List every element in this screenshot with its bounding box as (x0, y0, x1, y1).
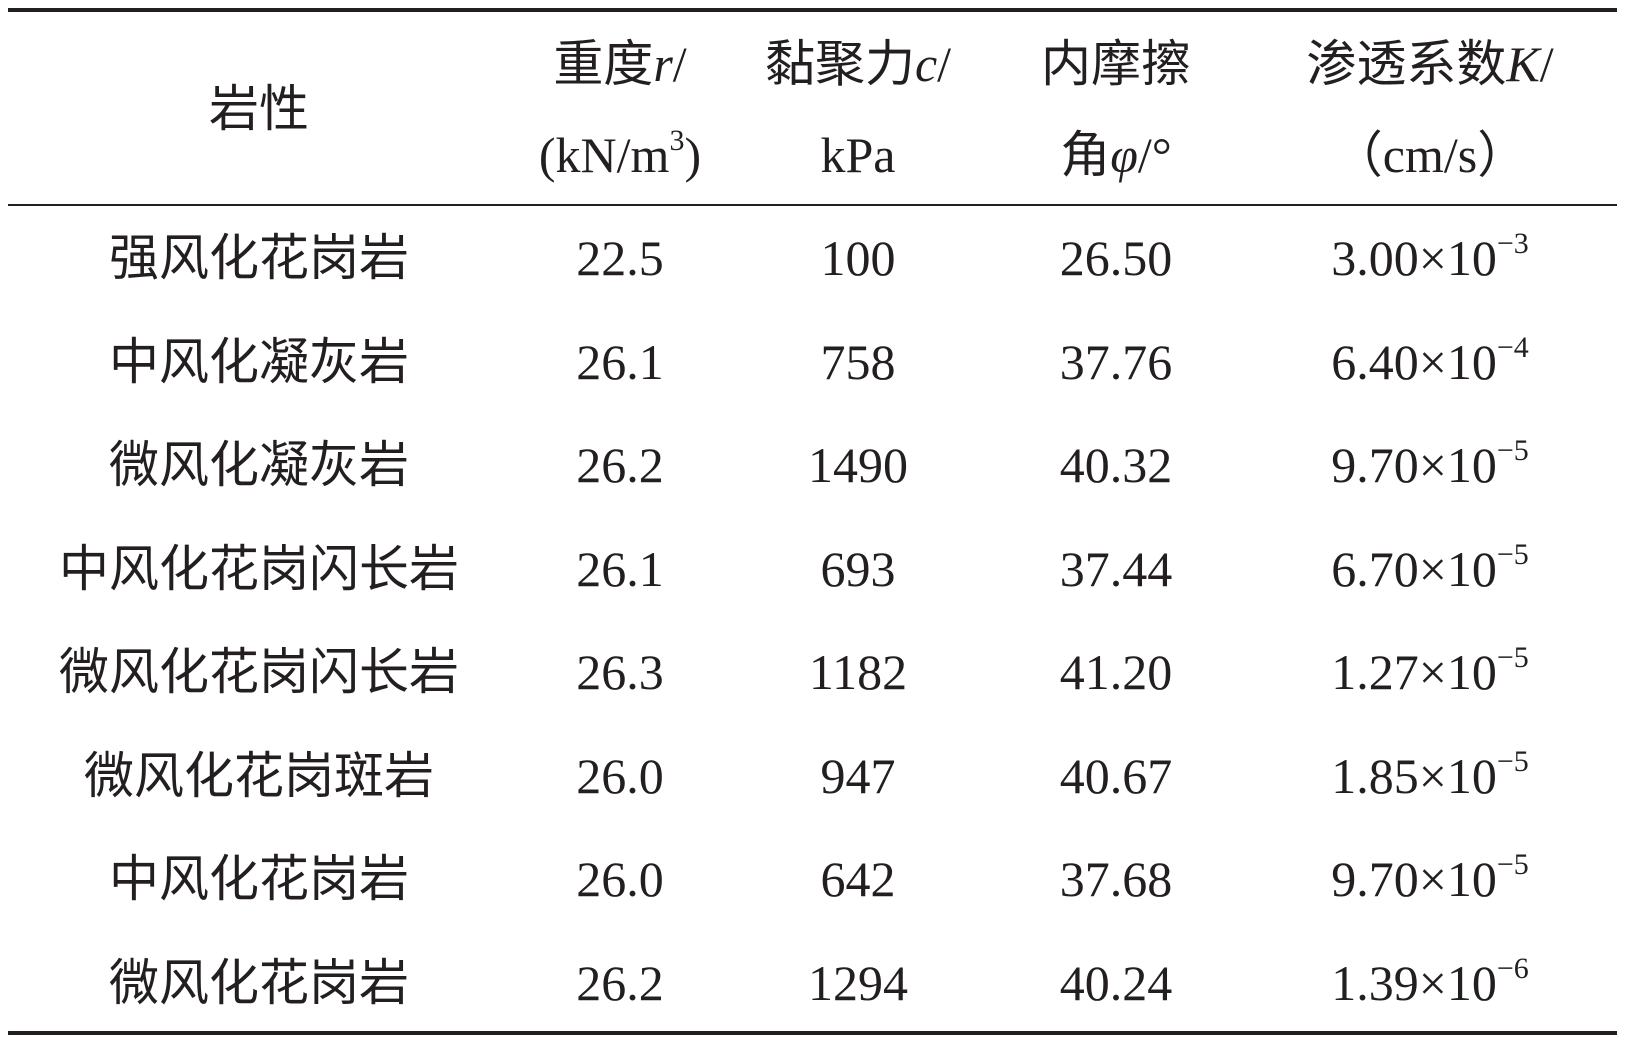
header-cell: 黏聚力c/ (765, 39, 951, 89)
header-symbol: c (914, 36, 938, 92)
value-cell: 6.40×10−4 (1331, 332, 1529, 390)
value-cell: 1.85×10−5 (1331, 746, 1529, 804)
value-cell: 1490 (808, 437, 908, 493)
rock-name: 微风化凝灰岩 (109, 437, 409, 493)
value-cell: 1.39×10−6 (1331, 953, 1529, 1011)
value-cell: 1.27×10−5 (1331, 643, 1529, 700)
value-cell: 6.70×10−5 (1331, 539, 1529, 597)
header-cell: kPa (821, 130, 896, 180)
value-cell: 693 (820, 540, 896, 597)
rock-name: 强风化花岗岩 (109, 230, 409, 286)
value-exponent: −5 (1496, 744, 1529, 778)
header-unit: ) (684, 127, 702, 183)
value-cell: 26.2 (576, 954, 664, 1011)
header-cell: 角φ/° (1060, 130, 1172, 180)
value-mantissa: 6.70×10 (1331, 540, 1497, 597)
value-cell: 26.3 (576, 644, 664, 700)
value-exponent: −5 (1496, 537, 1529, 571)
value-mantissa: 9.70×10 (1331, 437, 1497, 493)
value-exponent: −3 (1496, 227, 1529, 260)
value-cell: 758 (820, 333, 896, 390)
header-cell: 重度r/ (553, 39, 686, 89)
value-cell: 37.76 (1059, 333, 1173, 390)
header-text: 重度 (553, 36, 654, 92)
value-mantissa: 1.27×10 (1331, 644, 1497, 700)
header-symbol: K (1506, 36, 1540, 92)
value-cell: 22.5 (576, 230, 664, 286)
value-mantissa: 9.70×10 (1331, 851, 1497, 907)
top-rule (8, 8, 1617, 12)
value-exponent: −4 (1496, 330, 1529, 364)
value-cell: 37.44 (1059, 540, 1173, 597)
header-unit: /° (1137, 127, 1172, 183)
value-cell: 26.2 (576, 437, 664, 493)
value-cell: 40.67 (1059, 747, 1173, 804)
value-cell: 26.1 (576, 333, 664, 390)
header-symbol: φ (1110, 127, 1138, 183)
header-symbol: r (653, 36, 673, 92)
value-cell: 3.00×10−3 (1331, 229, 1529, 286)
header-cell: 内摩擦 (1041, 39, 1191, 89)
header-cell: 渗透系数K/ (1306, 39, 1553, 89)
rock-name: 微风化花岗闪长岩 (59, 644, 459, 700)
value-cell: 26.50 (1059, 230, 1173, 286)
value-exponent: −5 (1496, 641, 1529, 674)
value-cell: 9.70×10−5 (1331, 436, 1529, 493)
value-cell: 40.24 (1059, 954, 1173, 1011)
header-unit: (kN/m (538, 127, 670, 183)
header-unit: （cm/s） (1332, 127, 1528, 183)
value-cell: 1182 (808, 644, 908, 700)
header-text: / (937, 36, 952, 92)
bottom-rule (8, 1031, 1617, 1035)
header-text: / (1539, 36, 1554, 92)
rock-name: 微风化花岗岩 (109, 954, 409, 1011)
header-text: 渗透系数 (1306, 36, 1507, 92)
value-exponent: −6 (1496, 951, 1529, 985)
value-cell: 37.68 (1059, 851, 1173, 907)
value-exponent: −5 (1496, 848, 1529, 881)
value-cell: 40.32 (1059, 437, 1173, 493)
header-text: 岩性 (209, 81, 309, 137)
value-mantissa: 1.85×10 (1331, 747, 1497, 804)
rock-name: 中风化花岗闪长岩 (59, 540, 459, 597)
header-text: / (672, 36, 687, 92)
value-cell: 26.0 (576, 851, 664, 907)
value-cell: 26.0 (576, 747, 664, 804)
value-cell: 9.70×10−5 (1331, 850, 1529, 907)
header-rule (8, 204, 1617, 206)
rock-name: 中风化花岗岩 (109, 851, 409, 907)
header-cell: 岩性 (209, 84, 309, 134)
value-mantissa: 3.00×10 (1331, 230, 1497, 286)
header-unit: kPa (820, 127, 896, 183)
value-cell: 41.20 (1059, 644, 1173, 700)
rock-name: 微风化花岗斑岩 (84, 747, 434, 804)
header-text: 内摩擦 (1041, 36, 1191, 92)
header-text: 黏聚力 (764, 36, 915, 92)
value-cell: 100 (820, 230, 896, 286)
value-exponent: −5 (1496, 434, 1529, 467)
value-cell: 642 (820, 851, 896, 907)
header-text: 角 (1060, 127, 1111, 183)
value-cell: 947 (820, 747, 896, 804)
header-cell: （cm/s） (1333, 130, 1527, 180)
value-mantissa: 1.39×10 (1331, 954, 1497, 1011)
header-cell: (kN/m3) (538, 126, 702, 183)
value-mantissa: 6.40×10 (1331, 333, 1497, 390)
value-cell: 26.1 (576, 540, 664, 597)
rock-name: 中风化凝灰岩 (109, 333, 409, 390)
value-cell: 1294 (808, 954, 908, 1011)
header-superscript: 3 (669, 124, 685, 157)
